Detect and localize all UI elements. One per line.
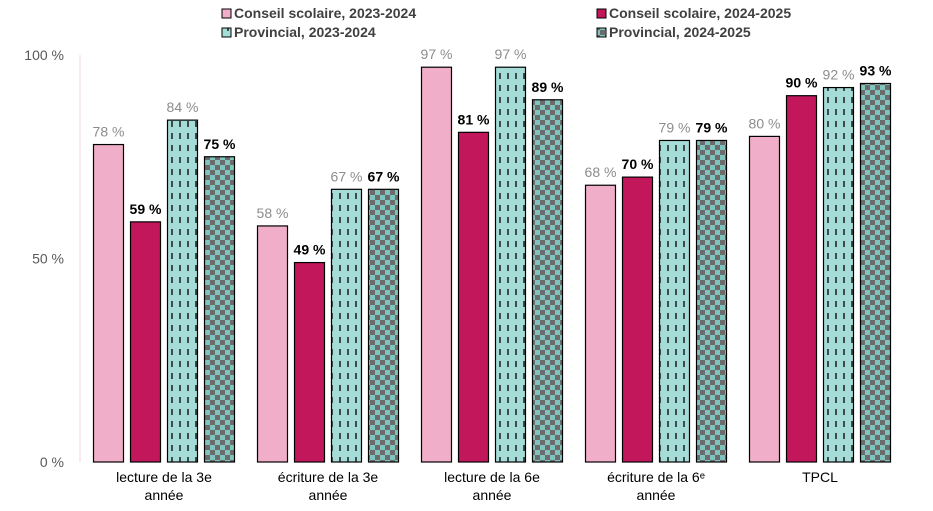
data-label: 84 % xyxy=(167,99,199,115)
data-label: 97 % xyxy=(495,46,527,62)
legend-label: Conseil scolaire, 2024-2025 xyxy=(609,5,791,21)
bar xyxy=(494,66,527,463)
data-label: 79 % xyxy=(696,119,728,135)
bar xyxy=(658,139,691,463)
data-label: 67 % xyxy=(368,168,400,184)
bar xyxy=(92,143,125,463)
legend-swatch xyxy=(596,8,607,19)
data-label: 89 % xyxy=(532,79,564,95)
data-label: 68 % xyxy=(585,164,617,180)
bar xyxy=(695,139,728,463)
y-tick-label: 50 % xyxy=(32,251,64,267)
bar xyxy=(584,184,617,463)
category-label: TPCL xyxy=(802,469,838,485)
category-label: année xyxy=(637,487,676,503)
bar xyxy=(859,82,892,463)
bar xyxy=(748,135,781,463)
bar xyxy=(129,221,162,463)
data-label: 58 % xyxy=(257,205,289,221)
y-axis: 0 % 50 % 100 % xyxy=(24,47,81,470)
category-label: écriture de la 6ᵉ xyxy=(607,469,705,485)
x-axis-labels: lecture de la 3e année écriture de la 3e an… xyxy=(116,469,838,503)
data-label: 49 % xyxy=(294,242,326,258)
bar xyxy=(330,188,363,463)
data-label: 78 % xyxy=(93,124,125,140)
legend-label: Provincial, 2024-2025 xyxy=(609,24,751,40)
category-label: année xyxy=(145,487,184,503)
bar xyxy=(457,131,490,463)
data-label: 97 % xyxy=(421,46,453,62)
legend-swatch xyxy=(596,27,607,38)
category-label: lecture de la 6e xyxy=(444,469,540,485)
bar xyxy=(531,99,564,463)
bar xyxy=(822,86,855,463)
bar xyxy=(367,188,400,463)
data-label: 80 % xyxy=(749,115,781,131)
bar xyxy=(256,225,289,463)
category-label: écriture de la 3e xyxy=(278,469,379,485)
data-label: 79 % xyxy=(659,119,691,135)
bar xyxy=(621,176,654,463)
category-label: année xyxy=(473,487,512,503)
data-label: 75 % xyxy=(204,136,236,152)
data-label: 59 % xyxy=(130,201,162,217)
data-label: 93 % xyxy=(860,62,892,78)
category-label: lecture de la 3e xyxy=(116,469,212,485)
y-tick-label: 100 % xyxy=(24,47,64,63)
legend-swatch xyxy=(221,27,232,38)
data-label: 70 % xyxy=(622,156,654,172)
bar xyxy=(785,95,818,463)
data-label: 81 % xyxy=(458,111,490,127)
bar xyxy=(203,156,236,463)
bar xyxy=(293,261,326,463)
legend-swatch xyxy=(221,8,232,19)
legend-label: Provincial, 2023-2024 xyxy=(234,24,376,40)
legend-label: Conseil scolaire, 2023-2024 xyxy=(234,5,416,21)
chart-legend: Conseil scolaire, 2023-2024 Conseil scola… xyxy=(221,5,791,40)
plot-area xyxy=(92,66,892,463)
category-label: année xyxy=(309,487,348,503)
y-tick-label: 0 % xyxy=(40,454,64,470)
bar xyxy=(420,66,453,463)
data-label: 92 % xyxy=(823,67,855,83)
bar xyxy=(166,119,199,463)
data-label: 90 % xyxy=(786,75,818,91)
data-labels: 78 % 59 % 84 % 75 % 58 % 49 % 67 % 67 % 97 % 81 %… xyxy=(93,46,892,257)
data-label: 67 % xyxy=(331,168,363,184)
